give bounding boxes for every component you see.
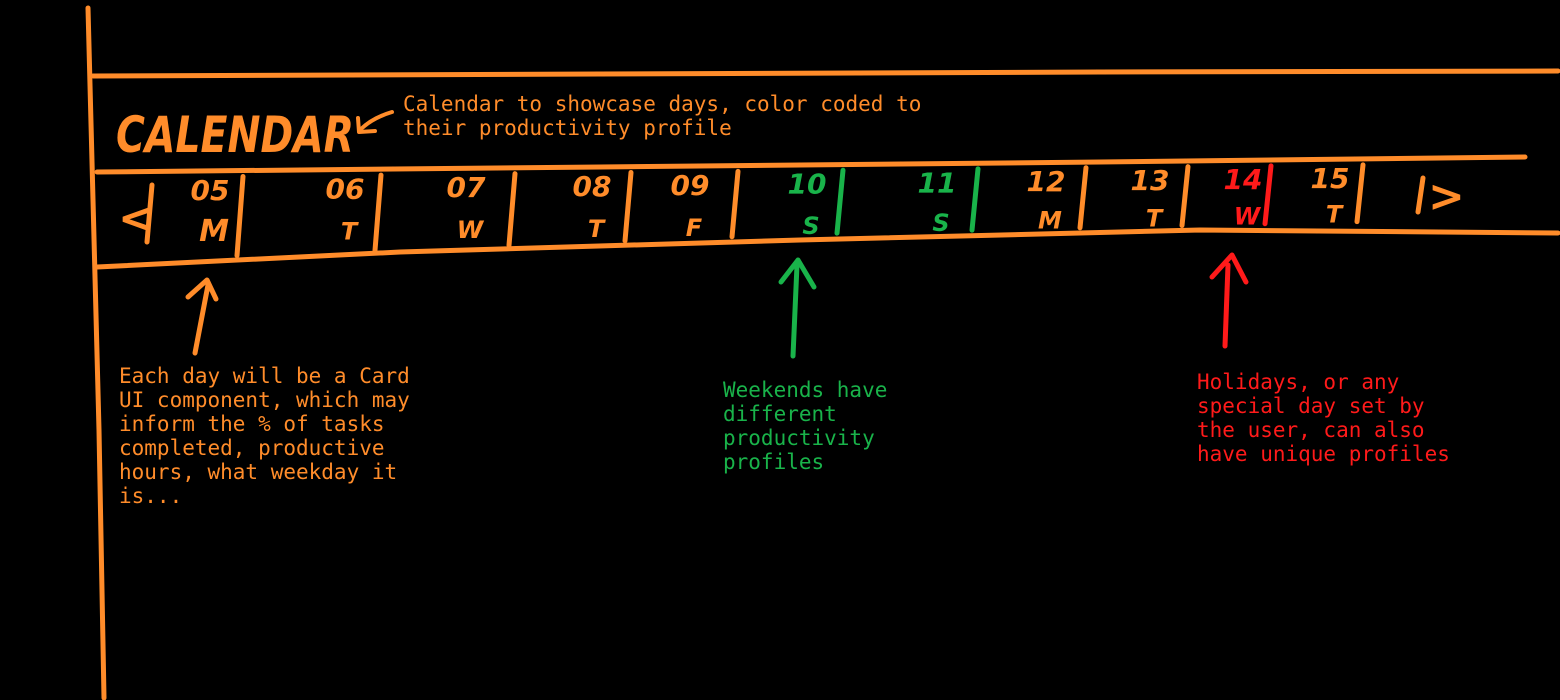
day-number: 06 bbox=[326, 172, 365, 205]
next-arrow-icon[interactable]: > bbox=[1428, 171, 1465, 222]
day-divider bbox=[1262, 163, 1274, 227]
day-weekday: S bbox=[802, 212, 819, 240]
day-card-05[interactable]: 05 M bbox=[191, 174, 246, 259]
prev-arrow-divider bbox=[144, 182, 155, 245]
header-note: Calendar to showcase days, color coded t… bbox=[403, 92, 922, 140]
day-divider bbox=[729, 168, 741, 240]
day-divider bbox=[1179, 164, 1191, 229]
holiday-note: Holidays, or any special day set by the … bbox=[1197, 370, 1450, 466]
day-card-10[interactable]: 10 S bbox=[788, 167, 846, 240]
day-card-14[interactable]: 14 W bbox=[1224, 163, 1274, 230]
day-number: 09 bbox=[671, 169, 710, 202]
next-arrow-divider bbox=[1415, 175, 1426, 215]
day-number: 14 bbox=[1224, 163, 1263, 196]
header-arrow-head bbox=[356, 116, 377, 134]
day-divider bbox=[969, 166, 981, 233]
calendar-title: CALENDAR bbox=[116, 106, 354, 164]
day-number: 08 bbox=[573, 170, 612, 203]
day-number: 13 bbox=[1131, 164, 1170, 197]
holiday-arrow bbox=[1222, 262, 1231, 349]
weekend-arrow bbox=[790, 262, 800, 359]
day-divider bbox=[1077, 165, 1089, 231]
day-card-06[interactable]: 06 T bbox=[326, 172, 384, 253]
strip-top-border bbox=[94, 154, 1528, 175]
card-arrow bbox=[192, 282, 211, 356]
day-divider bbox=[372, 172, 384, 253]
strip-bottom-border bbox=[94, 227, 1560, 270]
day-weekday: T bbox=[1146, 204, 1164, 232]
day-weekday: W bbox=[457, 216, 485, 244]
card-arrow-head bbox=[185, 277, 219, 302]
day-weekday: W bbox=[1234, 202, 1262, 230]
day-number: 12 bbox=[1027, 165, 1066, 198]
frame-top-border bbox=[90, 68, 1560, 79]
day-weekday: S bbox=[932, 209, 949, 237]
day-divider bbox=[834, 167, 846, 236]
day-card-07[interactable]: 07 W bbox=[447, 171, 518, 248]
day-card-13[interactable]: 13 T bbox=[1131, 164, 1191, 232]
day-card-11[interactable]: 11 S bbox=[918, 166, 981, 237]
day-card-09[interactable]: 09 F bbox=[671, 168, 741, 242]
header-arrow bbox=[358, 110, 394, 132]
day-weekday: M bbox=[199, 214, 229, 249]
day-number: 07 bbox=[447, 171, 486, 204]
holiday-arrow-head bbox=[1209, 252, 1249, 285]
day-weekday: F bbox=[686, 214, 703, 242]
day-number: 15 bbox=[1311, 162, 1350, 195]
weekend-note: Weekends have different productivity pro… bbox=[723, 378, 888, 474]
weekend-arrow-head bbox=[778, 257, 817, 290]
card-note: Each day will be a Card UI component, wh… bbox=[119, 364, 410, 508]
day-number: 11 bbox=[918, 166, 957, 199]
day-number: 05 bbox=[191, 174, 230, 207]
frame-left-border bbox=[85, 5, 107, 700]
day-card-12[interactable]: 12 M bbox=[1027, 165, 1089, 235]
day-card-08[interactable]: 08 T bbox=[573, 169, 634, 244]
day-number: 10 bbox=[788, 168, 827, 201]
day-card-15[interactable]: 15 T bbox=[1311, 162, 1366, 228]
day-divider bbox=[1354, 162, 1366, 225]
day-cards: 05 M 06 T 07 W 08 T 09 F 10 S 11 S 12 M 13 T 14 W 15 T bbox=[191, 162, 1366, 259]
day-weekday: M bbox=[1038, 207, 1062, 235]
day-weekday: T bbox=[588, 215, 606, 243]
day-divider bbox=[622, 169, 634, 244]
day-weekday: T bbox=[341, 217, 359, 245]
day-divider bbox=[234, 174, 246, 259]
day-weekday: T bbox=[1326, 200, 1344, 228]
day-divider bbox=[506, 171, 518, 248]
